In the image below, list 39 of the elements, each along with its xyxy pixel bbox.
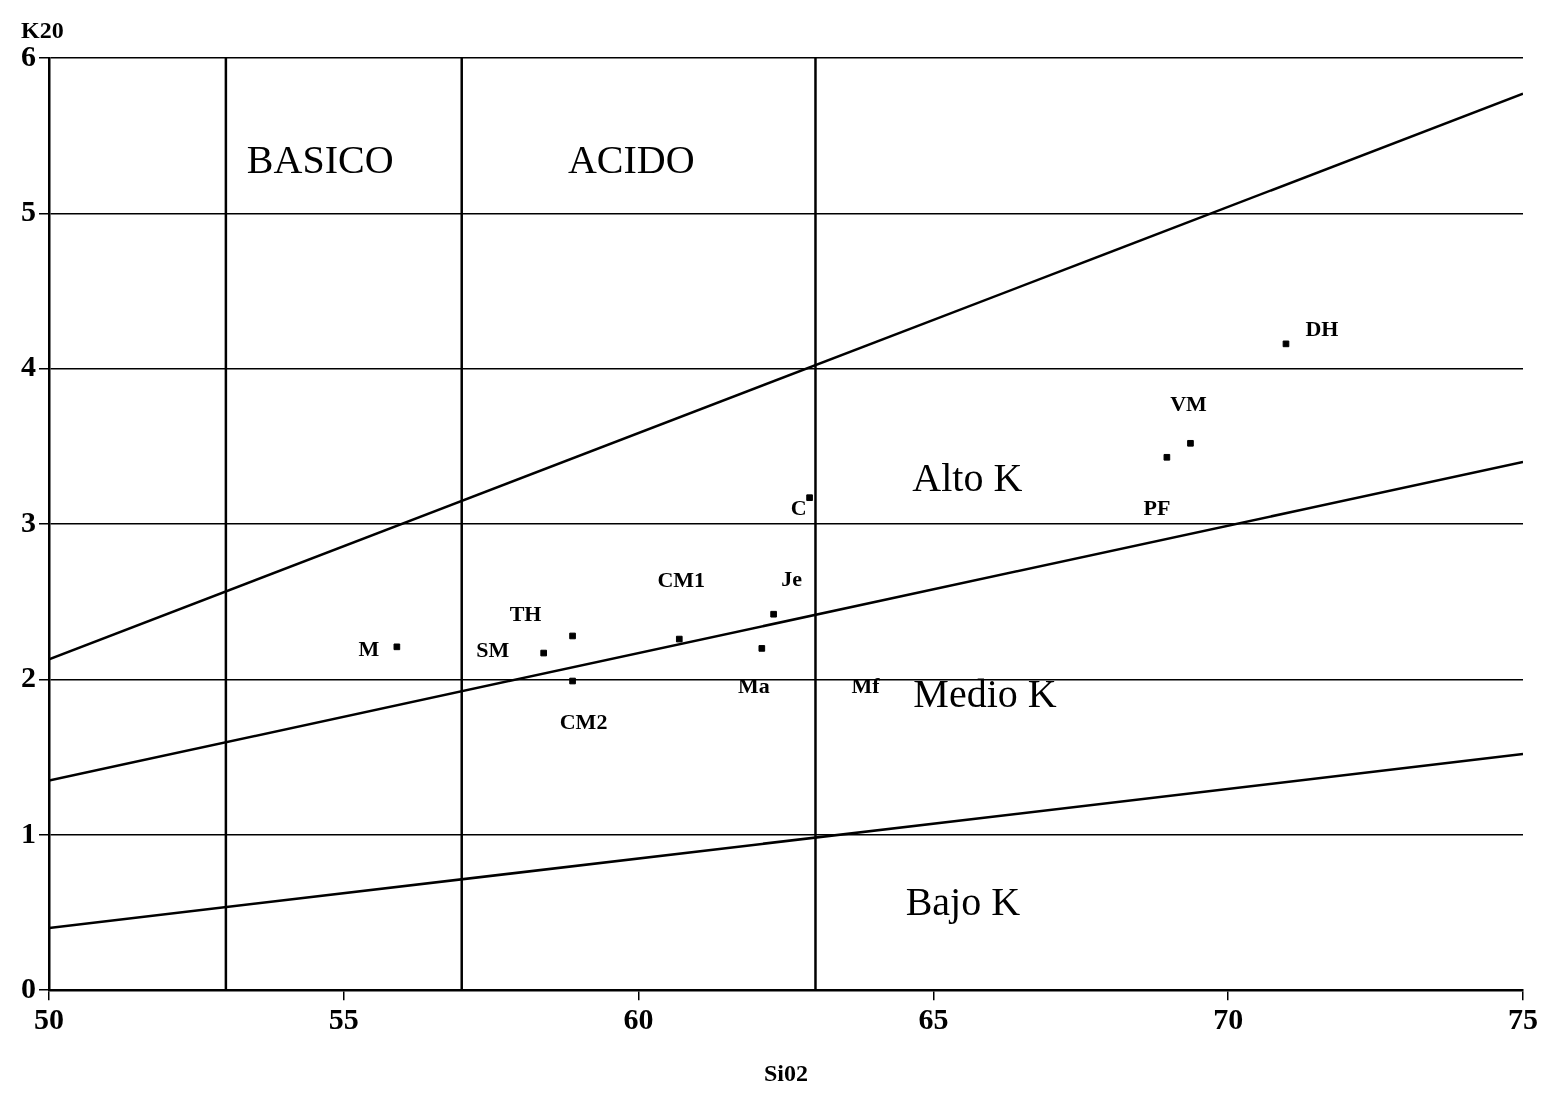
x-tick-label: 60 <box>623 1001 654 1035</box>
annotation: CM1 <box>657 566 706 592</box>
annotation: Bajo K <box>905 878 1021 924</box>
annotation: TH <box>509 600 542 626</box>
point <box>1187 439 1194 447</box>
x-tick-label: 50 <box>34 1001 64 1035</box>
point <box>1163 453 1171 461</box>
annotation: PF <box>1143 494 1171 520</box>
annotation: SM <box>476 636 510 662</box>
y-tick-label: 3 <box>21 504 36 538</box>
point <box>569 677 576 685</box>
annotation: VM <box>1170 391 1208 416</box>
x-tick-label: 70 <box>1213 1001 1244 1035</box>
x-axis-title: Si02 <box>763 1059 809 1086</box>
annotation: DH <box>1305 315 1339 341</box>
y-tick-label: 5 <box>21 194 36 228</box>
point <box>393 643 401 651</box>
x-tick-label: 65 <box>918 1001 949 1035</box>
point <box>770 610 777 618</box>
annotation: Medio K <box>913 671 1057 717</box>
annotation: CM2 <box>559 708 608 734</box>
point <box>569 632 576 640</box>
y-tick-label: 4 <box>21 349 36 383</box>
y-tick-label: 1 <box>21 815 36 849</box>
annotation: M <box>358 635 380 661</box>
point <box>1282 340 1290 348</box>
annotation: ACIDO <box>567 136 695 182</box>
annotation: BASICO <box>246 136 394 182</box>
annotation: Alto K <box>912 454 1023 500</box>
point <box>540 649 547 657</box>
y-tick-label: 2 <box>21 660 36 694</box>
annotation: Je <box>781 565 803 591</box>
point <box>758 645 766 652</box>
annotation: C <box>790 495 807 521</box>
y-tick-label: 0 <box>21 970 36 1004</box>
x-tick-label: 75 <box>1508 1001 1538 1035</box>
x-tick-label: 55 <box>328 1001 359 1035</box>
point <box>675 635 683 643</box>
point <box>806 494 813 502</box>
